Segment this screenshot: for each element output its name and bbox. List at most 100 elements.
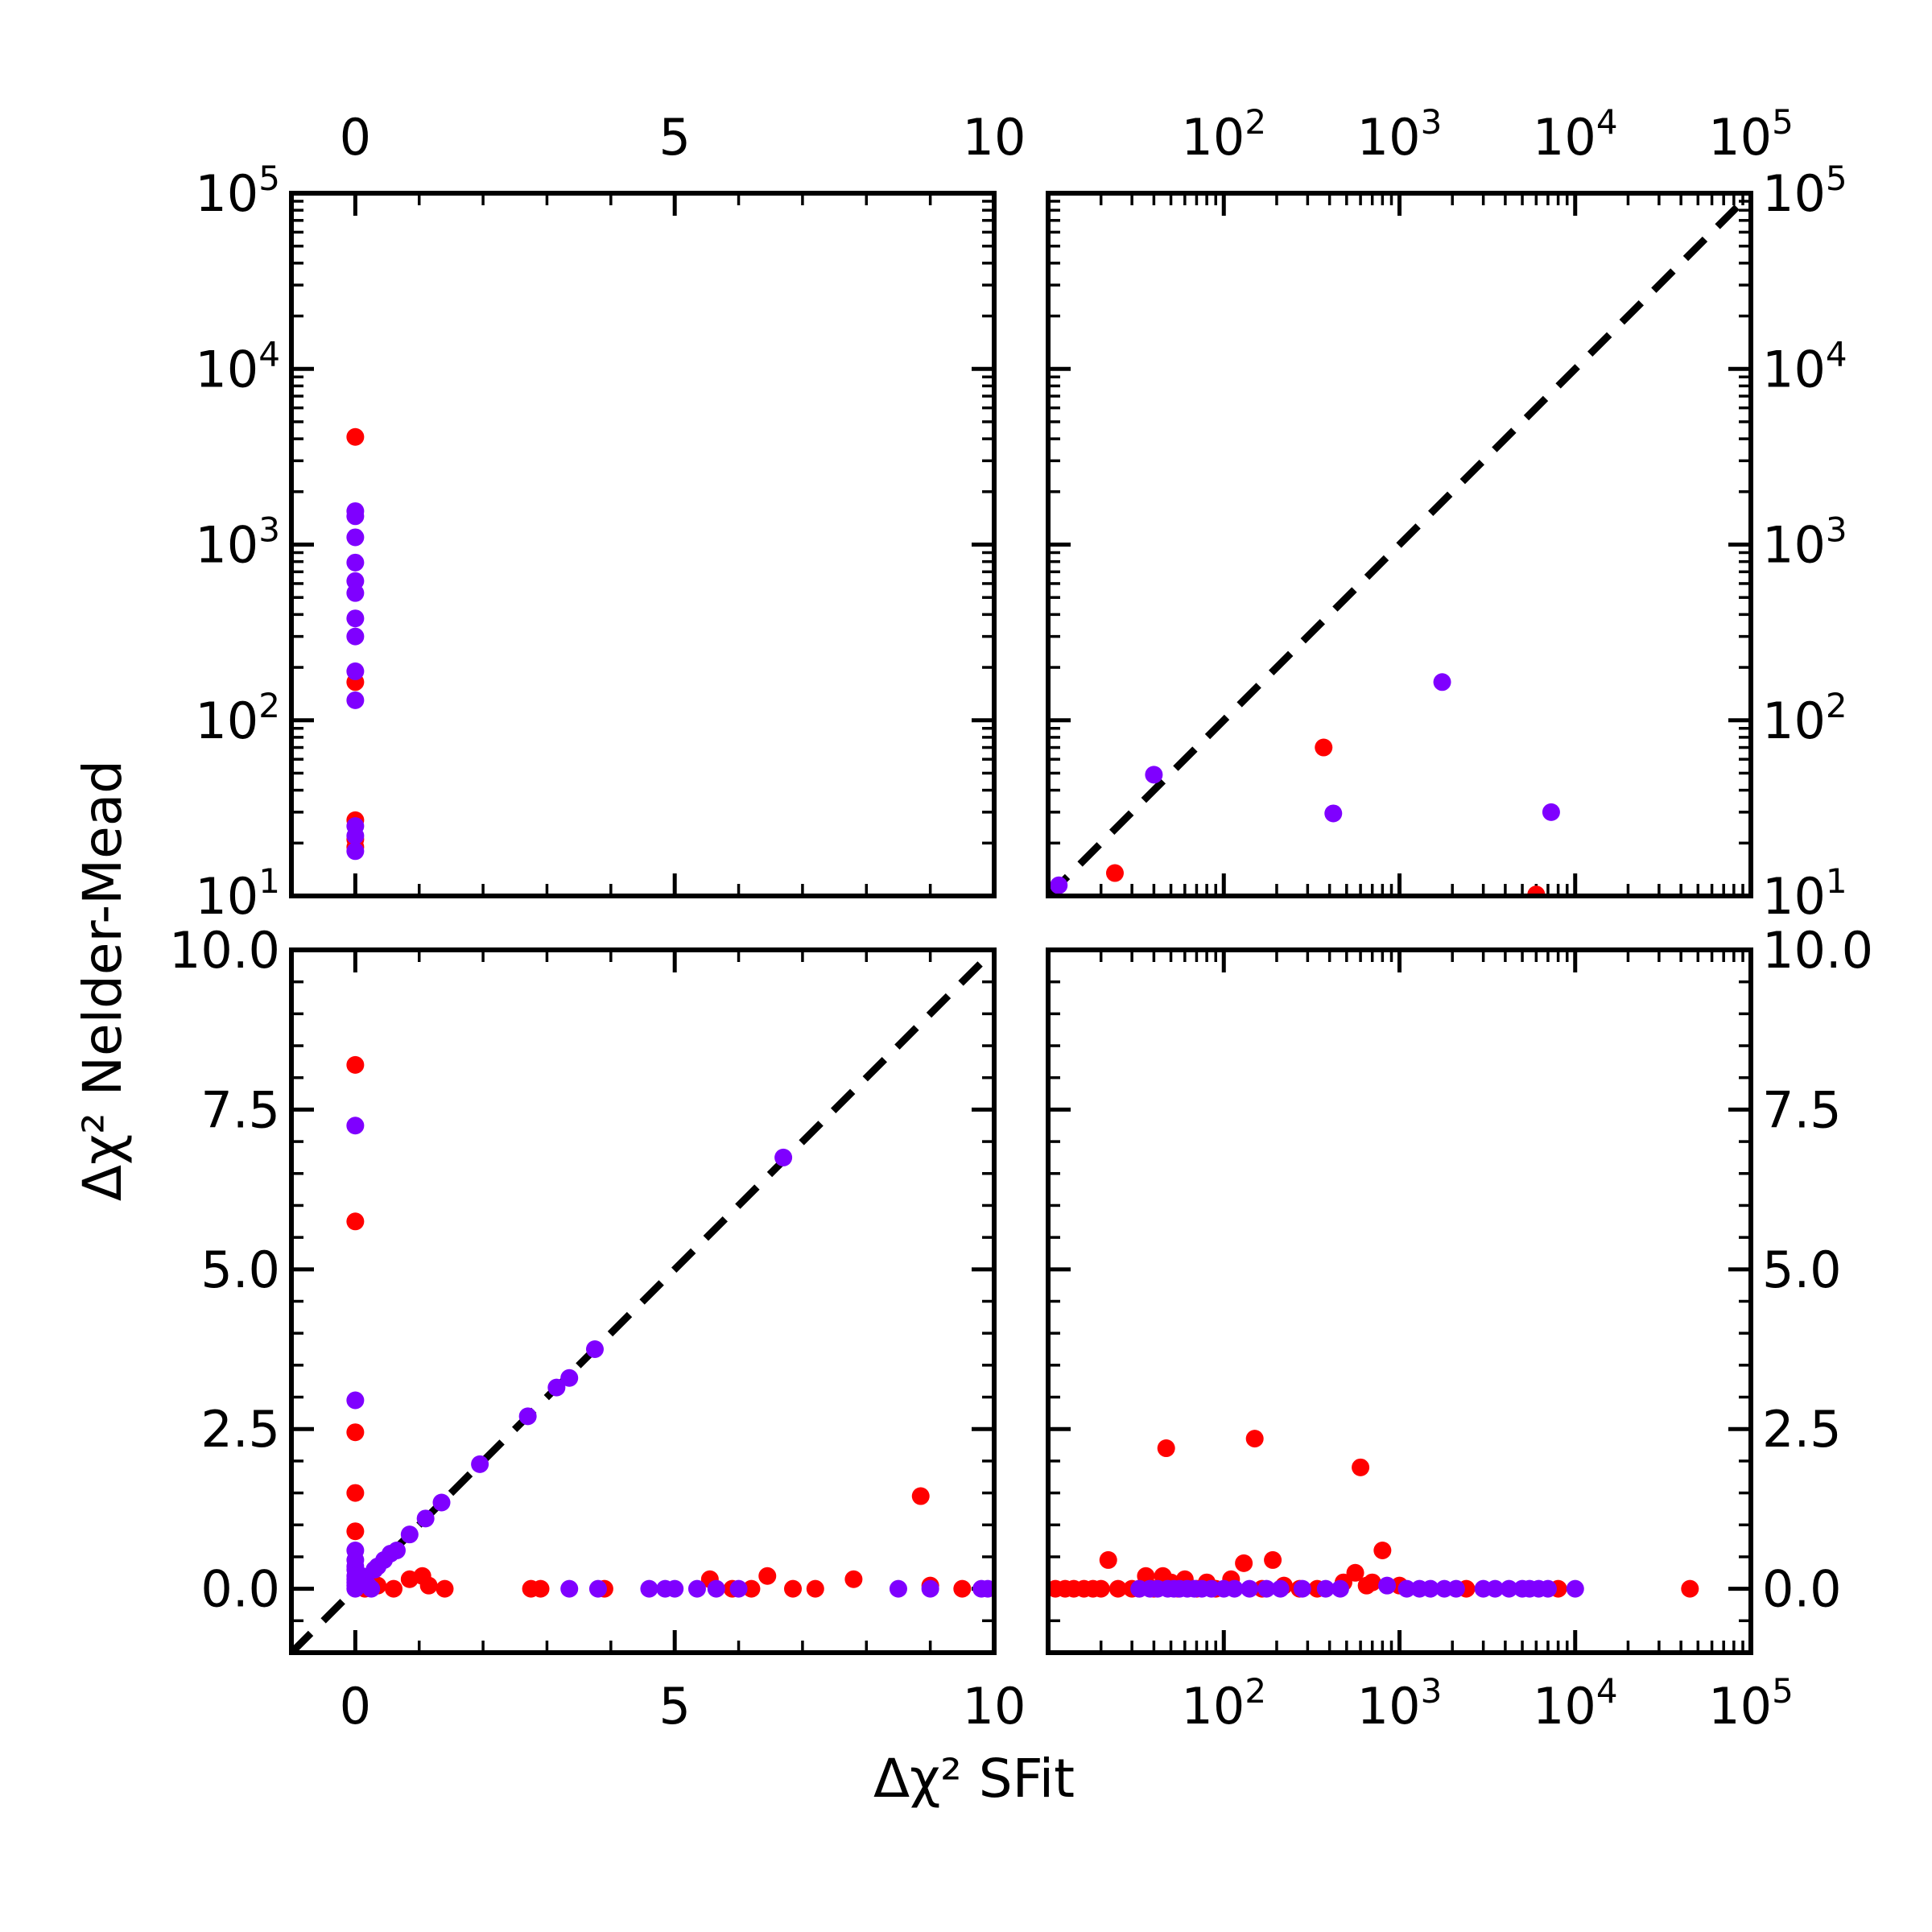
point-purple: [1566, 1579, 1584, 1598]
point-red: [346, 427, 365, 446]
y-tick-label: 0.0: [200, 1560, 280, 1619]
point-purple: [547, 1378, 566, 1397]
x-tick-label: 104: [1533, 1671, 1618, 1736]
point-red: [1363, 1573, 1381, 1591]
y-tick-label: 103: [195, 510, 280, 575]
point-purple: [666, 1579, 684, 1598]
point-red: [384, 1579, 402, 1598]
point-red: [1105, 864, 1124, 882]
x-axis-title: Δχ² SFit: [873, 1748, 1075, 1810]
point-purple: [889, 1579, 907, 1598]
point-purple: [346, 528, 365, 547]
y-tick-label: 102: [195, 686, 280, 750]
point-red: [1373, 1542, 1392, 1560]
point-red: [1108, 1579, 1127, 1598]
point-purple: [1378, 1576, 1397, 1595]
point-purple: [1486, 1579, 1505, 1598]
y-tick-label: 7.5: [200, 1080, 280, 1139]
point-purple: [346, 507, 365, 526]
point-purple: [400, 1525, 419, 1544]
y-tick-label: 101: [195, 861, 280, 926]
point-purple: [1241, 1579, 1259, 1598]
panel-frame: [1046, 947, 1753, 1655]
point-purple: [560, 1368, 579, 1387]
point-red: [346, 1055, 365, 1074]
point-purple: [1331, 1579, 1349, 1598]
point-purple: [1225, 1579, 1244, 1598]
ticks: [1048, 947, 1753, 1654]
point-red: [844, 1570, 863, 1588]
point-purple: [1447, 1579, 1465, 1598]
point-red: [346, 1522, 365, 1541]
point-red: [1092, 1579, 1110, 1598]
point-purple: [588, 1579, 607, 1598]
panel-bottom-right: 102 103 104 105 0.0 2.5 5.0 7.5 10.0: [1046, 921, 1873, 1736]
point-purple: [1316, 1579, 1335, 1598]
point-purple: [346, 584, 365, 602]
point-red: [1527, 886, 1546, 896]
point-purple: [1538, 1579, 1557, 1598]
identity-line: [1048, 193, 1751, 896]
point-purple: [687, 1579, 706, 1598]
point-purple: [1397, 1579, 1416, 1598]
point-red: [436, 1579, 454, 1598]
x-tick-label: 105: [1708, 102, 1794, 167]
panel-frame: [289, 947, 997, 1655]
point-purple: [346, 691, 365, 709]
point-red: [346, 1423, 365, 1442]
point-purple: [432, 1493, 451, 1512]
x-tick-label: 102: [1181, 102, 1266, 167]
panel-frame: [1046, 191, 1753, 898]
tick-labels: 102 103 104 105 101 102 103 104 105: [1181, 102, 1847, 926]
point-red: [1315, 738, 1333, 757]
y-tick-label: 10.0: [169, 921, 280, 980]
y-tick-label: 104: [1762, 334, 1847, 398]
x-tick-label: 10: [963, 1677, 1026, 1736]
point-purple: [774, 1148, 793, 1166]
x-tick-label: 103: [1357, 1671, 1443, 1736]
x-tick-label: 5: [658, 1677, 690, 1736]
point-purple: [1500, 1579, 1518, 1598]
y-tick-label: 2.5: [200, 1400, 280, 1459]
point-red: [1099, 1550, 1117, 1569]
tick-labels: 0 5 10 101 102 103 104 105: [195, 108, 1026, 926]
point-purple: [387, 1542, 406, 1560]
point-purple: [346, 827, 365, 845]
point-purple: [1421, 1579, 1439, 1598]
point-red: [806, 1579, 824, 1598]
x-tick-label: 105: [1708, 1671, 1794, 1736]
point-purple: [346, 662, 365, 680]
point-red: [1235, 1554, 1253, 1572]
point-purple: [921, 1579, 939, 1598]
point-purple: [1050, 876, 1068, 894]
y-tick-label: 105: [1762, 159, 1847, 223]
y-tick-label: 5.0: [1762, 1241, 1842, 1299]
point-purple: [979, 1579, 994, 1598]
point-purple: [346, 842, 365, 861]
point-red: [1264, 1550, 1282, 1569]
point-purple: [1145, 766, 1163, 784]
point-purple: [1293, 1579, 1311, 1598]
point-purple: [1202, 1579, 1220, 1598]
points: [1048, 1430, 1699, 1598]
y-axis-title: Δχ² Nelder-Mead: [72, 760, 134, 1201]
point-purple: [346, 609, 365, 628]
y-tick-label: 0.0: [1762, 1560, 1842, 1619]
y-tick-label: 104: [195, 334, 280, 398]
point-red: [1245, 1430, 1264, 1448]
point-purple: [560, 1579, 579, 1598]
x-tick-label: 5: [658, 108, 690, 167]
point-red: [1157, 1439, 1175, 1458]
point-red: [742, 1579, 761, 1598]
x-tick-label: 102: [1181, 1671, 1266, 1736]
x-tick-label: 0: [340, 108, 371, 167]
y-tick-label: 103: [1762, 510, 1847, 575]
point-red: [1352, 1458, 1370, 1476]
points: [346, 1055, 994, 1598]
point-purple: [518, 1407, 537, 1426]
point-red: [346, 1484, 365, 1502]
y-tick-label: 102: [1762, 686, 1847, 750]
point-purple: [640, 1579, 658, 1598]
point-purple: [346, 553, 365, 572]
point-purple: [346, 1117, 365, 1135]
